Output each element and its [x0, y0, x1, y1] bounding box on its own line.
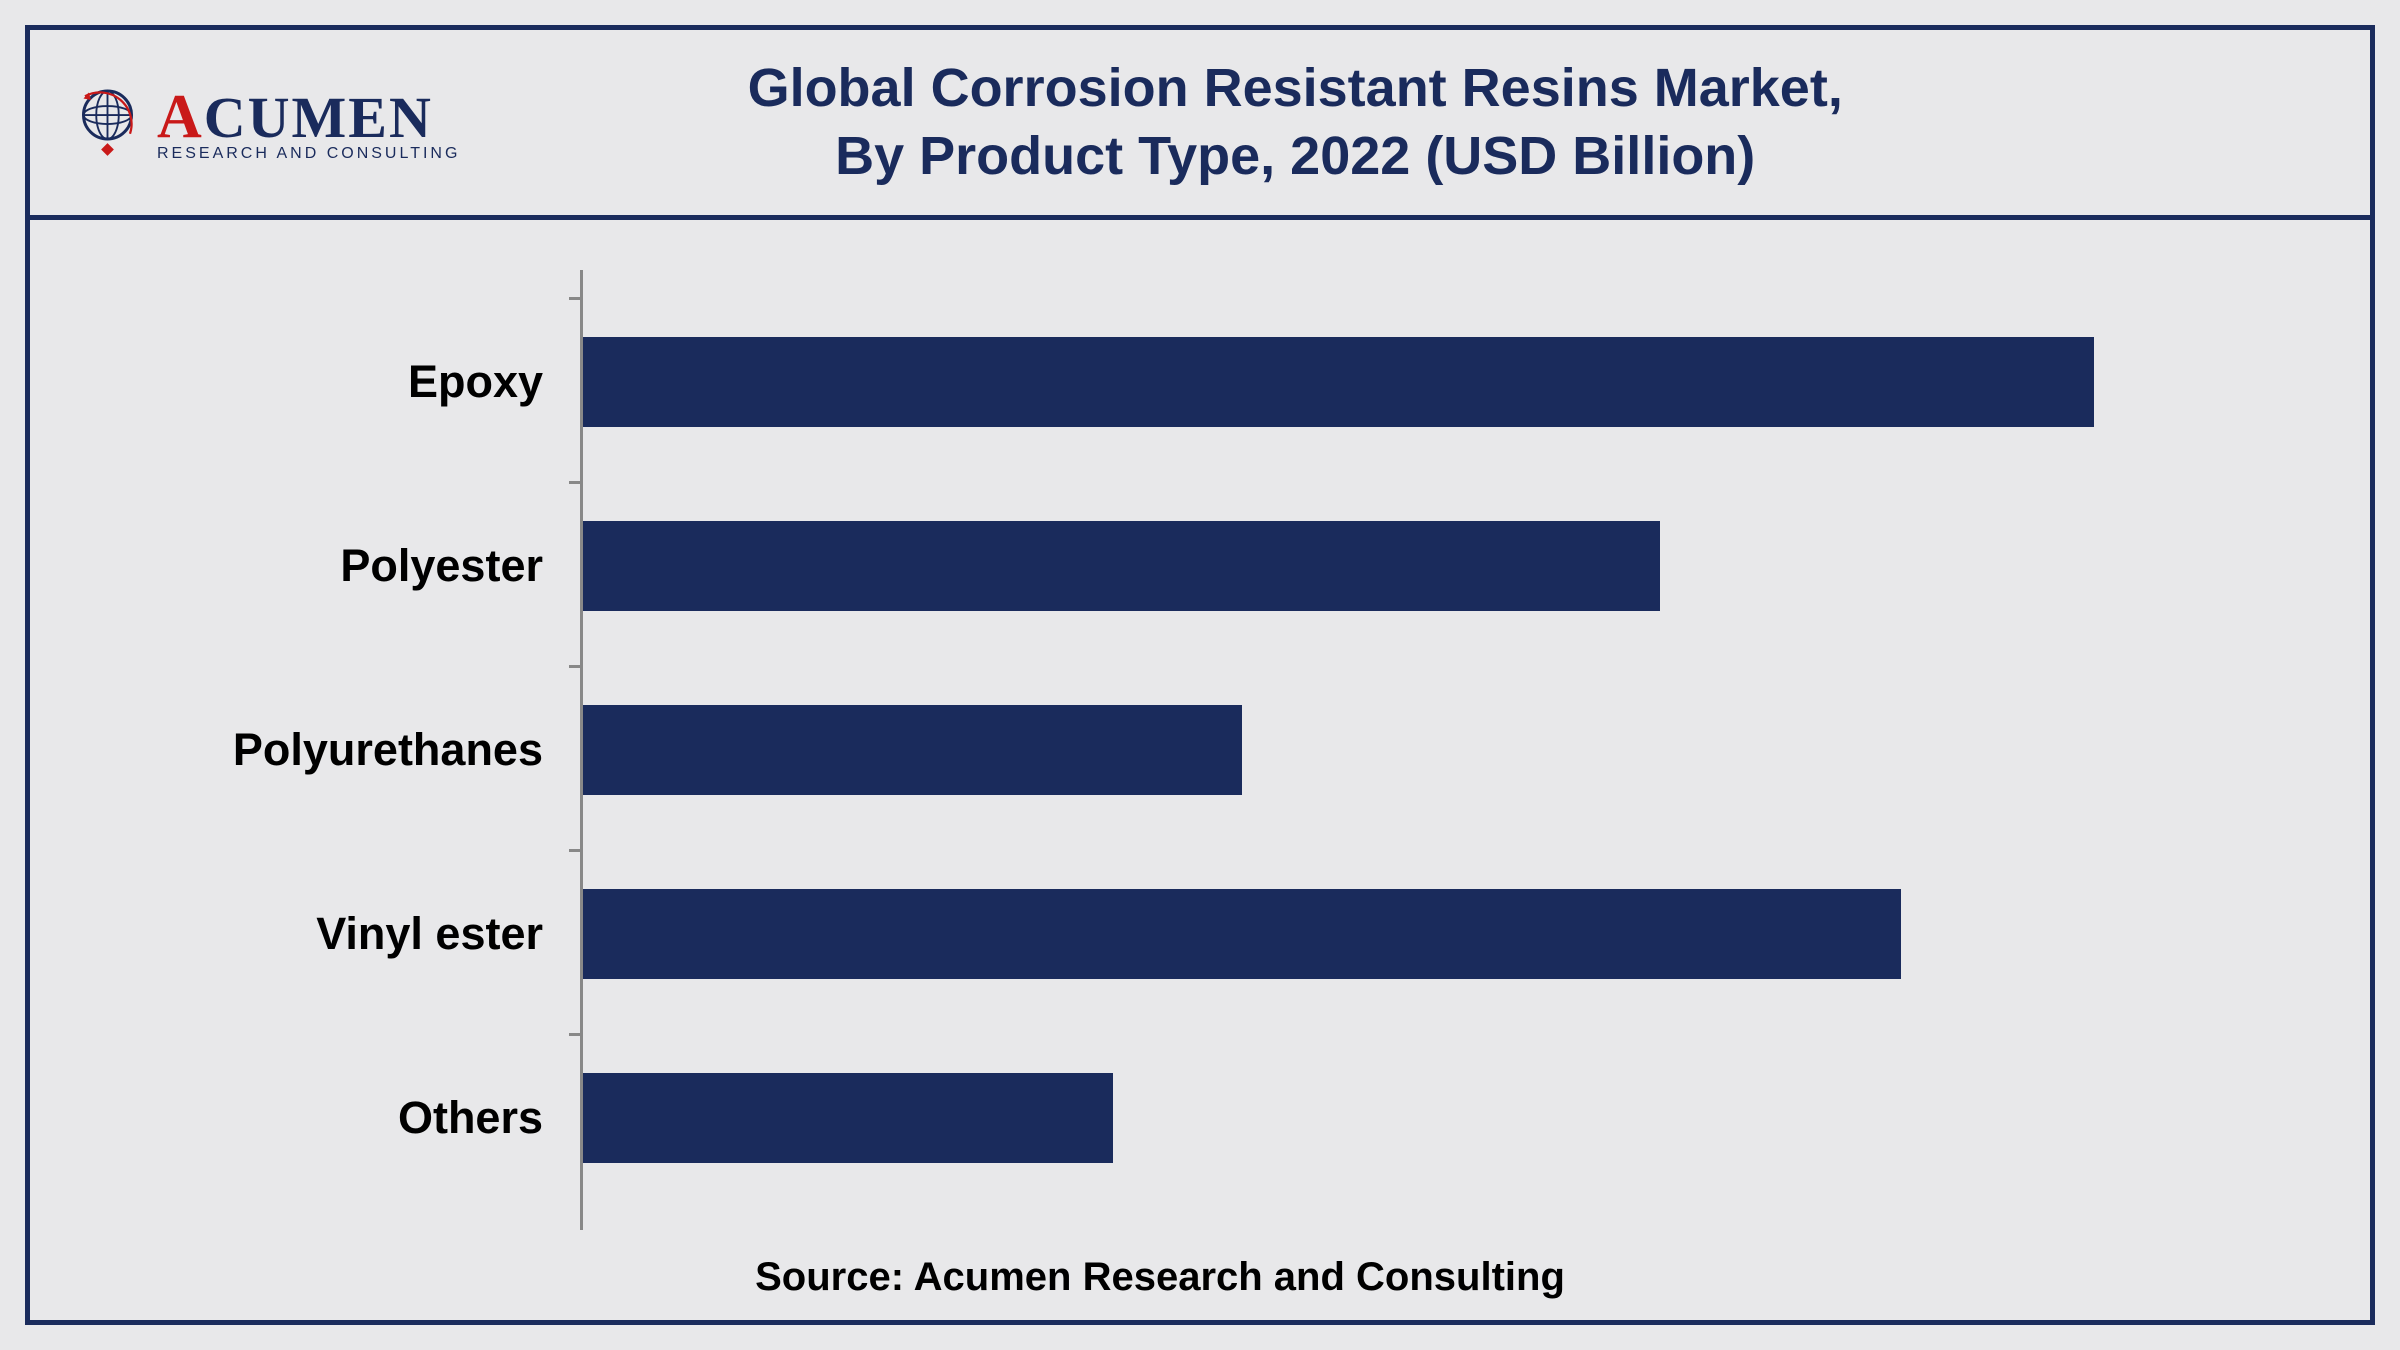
globe-icon [70, 85, 145, 160]
source-text: Source: Acumen Research and Consulting [130, 1255, 2190, 1300]
bars-container: Epoxy Polyester Polyurethanes Vinyl ester Ot… [580, 270, 2190, 1230]
bar-label: Others [113, 1092, 563, 1144]
logo-text: ACUMEN RESEARCH AND CONSULTING [157, 82, 460, 163]
bar [583, 521, 1660, 611]
logo-sub: RESEARCH AND CONSULTING [157, 145, 460, 163]
bar-row: Epoxy [583, 332, 2190, 432]
bar-row: Polyester [583, 516, 2190, 616]
bar-row: Vinyl ester [583, 884, 2190, 984]
bar [583, 889, 1901, 979]
bar-label: Epoxy [113, 356, 563, 408]
bar-label: Vinyl ester [113, 908, 563, 960]
bar-row: Others [583, 1068, 2190, 1168]
chart-container: ACUMEN RESEARCH AND CONSULTING Global Co… [25, 25, 2375, 1325]
bar-label: Polyester [113, 540, 563, 592]
logo: ACUMEN RESEARCH AND CONSULTING [70, 82, 460, 163]
chart-area: Epoxy Polyester Polyurethanes Vinyl ester Ot… [30, 220, 2370, 1340]
bar [583, 1073, 1113, 1163]
bar-row: Polyurethanes [583, 700, 2190, 800]
chart-title: Global Corrosion Resistant Resins Market… [460, 55, 2330, 190]
bar [583, 337, 2094, 427]
bar [583, 705, 1242, 795]
logo-main: ACUMEN [157, 82, 460, 153]
header: ACUMEN RESEARCH AND CONSULTING Global Co… [30, 30, 2370, 220]
bar-label: Polyurethanes [113, 724, 563, 776]
